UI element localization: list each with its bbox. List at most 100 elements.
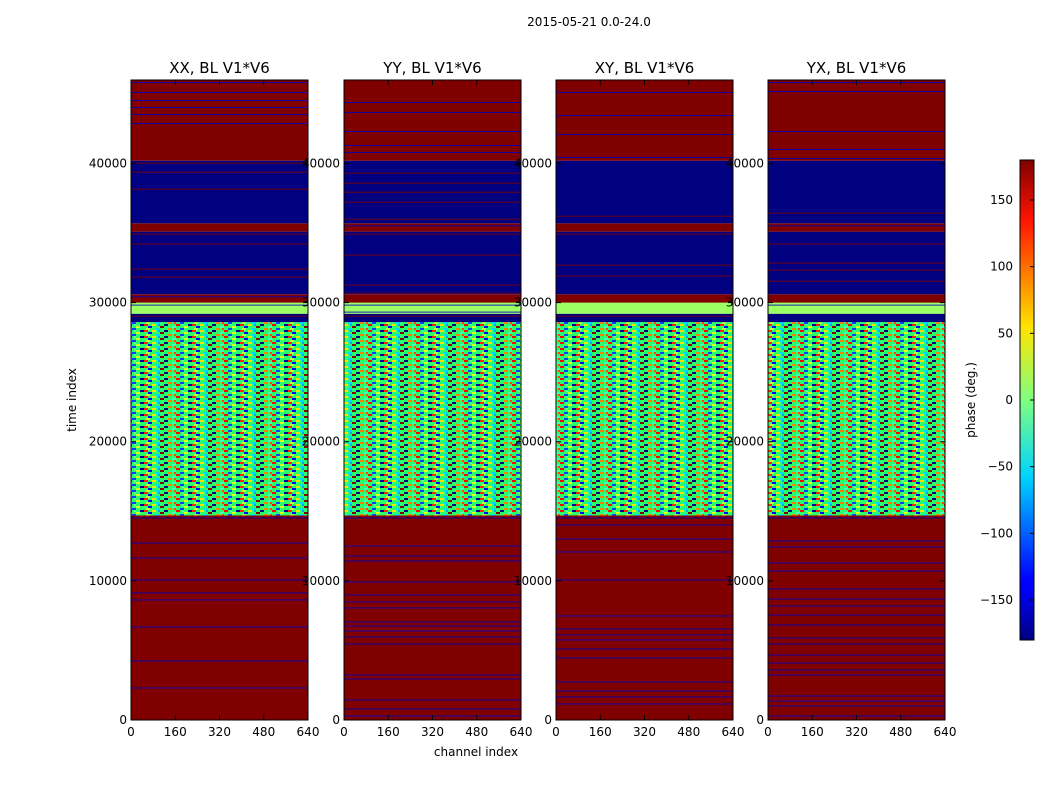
x-tick-label: 0 [127, 725, 135, 739]
y-tick-label: 40000 [302, 156, 340, 170]
x-tick-label: 160 [164, 725, 187, 739]
panels: XX, BL V1*V6 0 160 320 480 640 0 10000 20000 3000… [89, 59, 957, 739]
colorbar-ticks: −150 −100 −50 0 50 100 150 [980, 193, 1034, 607]
stripe-texture [556, 92, 733, 705]
time-band-8 [344, 80, 521, 161]
time-band-8 [768, 80, 945, 161]
time-band-1 [131, 322, 308, 516]
time-band-6 [344, 223, 521, 232]
x-tick-label: 320 [845, 725, 868, 739]
time-band-0 [556, 515, 733, 720]
time-band-8 [131, 80, 308, 161]
colorbar-tick-label: 150 [990, 193, 1013, 207]
colorbar-tick-label: 0 [1005, 393, 1013, 407]
panel-title: YX, BL V1*V6 [806, 59, 907, 77]
panel-yx: YX, BL V1*V6 0 160 320 480 640 0 10000 20000 3000… [726, 59, 957, 739]
x-tick-label: 480 [677, 725, 700, 739]
x-tick-label: 640 [934, 725, 957, 739]
y-tick-label: 20000 [302, 435, 340, 449]
x-tick-label: 480 [465, 725, 488, 739]
y-tick-label: 40000 [89, 156, 127, 170]
x-tick-label: 480 [889, 725, 912, 739]
time-band-2 [768, 313, 945, 323]
time-band-0 [768, 515, 945, 720]
panel-xy: XY, BL V1*V6 0 160 320 480 640 0 10000 20000 3000… [514, 59, 745, 739]
x-tick-label: 0 [764, 725, 772, 739]
colorbar-tick-label: 50 [998, 326, 1013, 340]
time-band-3 [131, 302, 308, 314]
time-band-7 [556, 160, 733, 224]
panel-title: XX, BL V1*V6 [169, 59, 270, 77]
x-tick-label: 160 [589, 725, 612, 739]
colorbar-label: phase (deg.) [964, 362, 978, 438]
time-band-4 [131, 294, 308, 303]
stripe-texture [131, 82, 308, 689]
colorbar-tick-label: −100 [980, 526, 1013, 540]
y-tick-label: 10000 [726, 574, 764, 588]
time-band-6 [131, 223, 308, 232]
x-tick-label: 320 [633, 725, 656, 739]
y-tick-label: 10000 [89, 574, 127, 588]
time-band-6 [768, 223, 945, 232]
time-band-4 [556, 294, 733, 303]
time-band-2 [344, 313, 521, 323]
x-tick-label: 160 [377, 725, 400, 739]
x-tick-label: 640 [510, 725, 533, 739]
y-tick-label: 20000 [514, 435, 552, 449]
time-band-0 [344, 515, 521, 720]
y-tick-label: 30000 [302, 296, 340, 310]
time-band-4 [768, 294, 945, 303]
y-tick-label: 0 [119, 713, 127, 727]
x-axis-label: channel index [434, 745, 518, 759]
time-band-7 [768, 160, 945, 224]
time-band-2 [556, 313, 733, 323]
time-band-8 [556, 80, 733, 161]
panel-yy: YY, BL V1*V6 0 160 320 480 640 0 10000 20000 3000… [302, 59, 533, 739]
y-tick-label: 10000 [514, 574, 552, 588]
stripe-texture [768, 82, 945, 717]
colorbar-tick-label: −50 [988, 460, 1013, 474]
y-tick-label: 30000 [514, 296, 552, 310]
time-band-4 [344, 294, 521, 303]
time-band-7 [131, 160, 308, 224]
x-tick-label: 640 [297, 725, 320, 739]
y-tick-label: 40000 [726, 156, 764, 170]
y-tick-label: 0 [332, 713, 340, 727]
y-tick-label: 0 [756, 713, 764, 727]
colorbar-tick-label: 100 [990, 260, 1013, 274]
y-tick-label: 40000 [514, 156, 552, 170]
time-band-1 [344, 322, 521, 516]
y-tick-label: 20000 [89, 435, 127, 449]
time-band-3 [344, 302, 521, 314]
time-band-6 [556, 223, 733, 232]
x-tick-label: 0 [340, 725, 348, 739]
y-tick-label: 20000 [726, 435, 764, 449]
time-band-5 [344, 231, 521, 295]
x-tick-label: 0 [552, 725, 560, 739]
x-tick-label: 640 [722, 725, 745, 739]
time-band-0 [131, 515, 308, 720]
time-band-3 [768, 302, 945, 314]
panel-xx: XX, BL V1*V6 0 160 320 480 640 0 10000 20000 3000… [89, 59, 320, 739]
y-tick-label: 30000 [89, 296, 127, 310]
time-band-5 [131, 231, 308, 295]
panel-title: XY, BL V1*V6 [595, 59, 695, 77]
time-band-5 [556, 231, 733, 295]
stripe-texture [344, 102, 521, 717]
x-tick-label: 320 [208, 725, 231, 739]
time-band-1 [768, 322, 945, 516]
y-tick-label: 10000 [302, 574, 340, 588]
colorbar: −150 −100 −50 0 50 100 150 phase (deg.) [964, 159, 1035, 641]
panel-title: YY, BL V1*V6 [382, 59, 481, 77]
y-tick-label: 0 [544, 713, 552, 727]
figure-title: 2015-05-21 0.0-24.0 [527, 15, 651, 29]
y-axis-label: time index [65, 368, 79, 432]
y-tick-label: 30000 [726, 296, 764, 310]
time-band-2 [131, 313, 308, 323]
time-band-3 [556, 302, 733, 314]
colorbar-tick-label: −150 [980, 593, 1013, 607]
time-band-1 [556, 322, 733, 516]
x-tick-label: 480 [252, 725, 275, 739]
x-tick-label: 320 [421, 725, 444, 739]
x-tick-label: 160 [801, 725, 824, 739]
